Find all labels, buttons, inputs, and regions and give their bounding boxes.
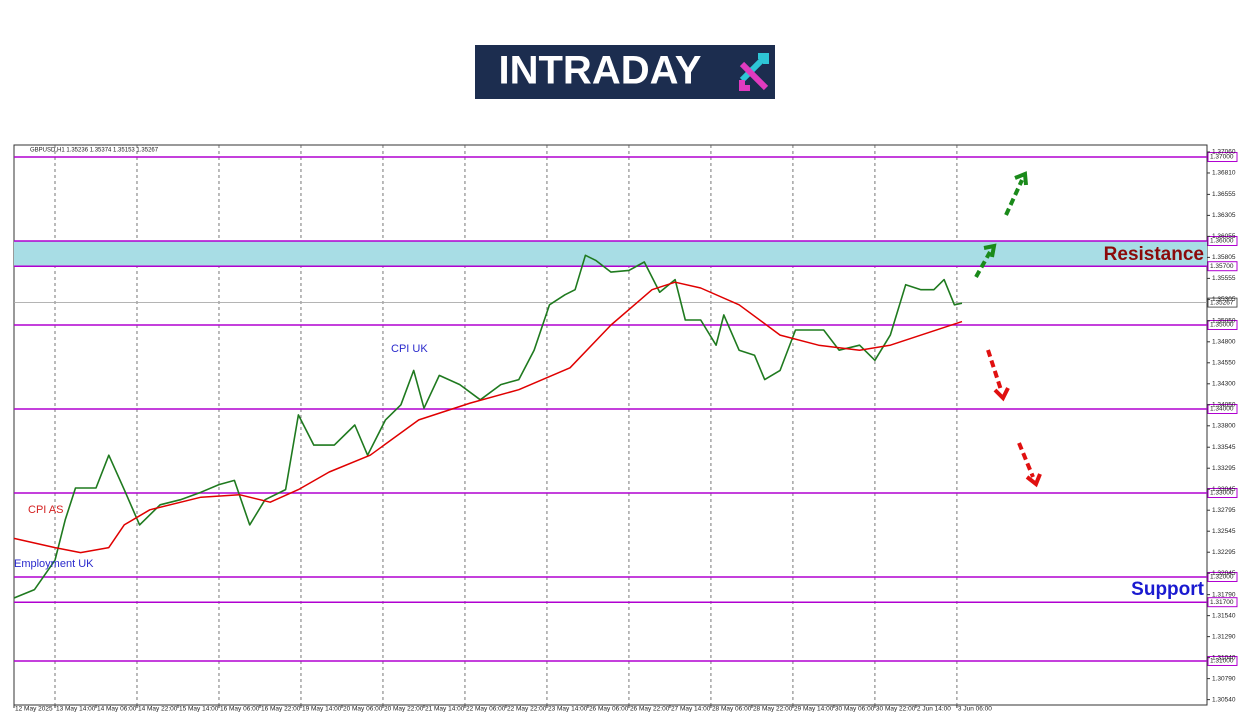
x-tick-label: 15 May 14:00 bbox=[179, 706, 219, 713]
level-tag bbox=[1207, 261, 1238, 272]
y-tick-label: 1.36555 bbox=[1212, 191, 1236, 198]
plot-frame bbox=[13, 144, 1208, 706]
x-tick-label: 27 May 14:00 bbox=[671, 706, 711, 713]
x-tick-label: 29 May 14:00 bbox=[794, 706, 834, 713]
level-label: 1.35000 bbox=[1210, 322, 1234, 329]
last-price-label: 1.35267 bbox=[1210, 299, 1234, 306]
x-tick-label: 21 May 14:00 bbox=[425, 706, 465, 713]
y-tick-label: 1.35305 bbox=[1212, 296, 1236, 303]
level-tag bbox=[1207, 487, 1238, 498]
y-tick-label: 1.36055 bbox=[1212, 233, 1236, 240]
level-tag bbox=[1207, 403, 1238, 414]
level-tag bbox=[1207, 571, 1238, 582]
y-tick-label: 1.31540 bbox=[1212, 612, 1236, 619]
y-tick-label: 1.32545 bbox=[1212, 528, 1236, 535]
x-tick-label: 14 May 06:00 bbox=[97, 706, 137, 713]
y-tick-label: 1.33545 bbox=[1212, 444, 1236, 451]
logo-box bbox=[475, 45, 775, 99]
y-tick-label: 1.37060 bbox=[1212, 149, 1236, 156]
level-label: 1.34000 bbox=[1210, 406, 1234, 413]
level-tag bbox=[1207, 320, 1238, 331]
last-price-tag bbox=[1207, 297, 1238, 308]
scenario-arrows bbox=[974, 171, 1042, 488]
y-tick-label: 1.34550 bbox=[1212, 360, 1236, 367]
x-tick-label: 22 May 06:00 bbox=[466, 706, 506, 713]
resistance-zone bbox=[14, 241, 1207, 267]
y-tick-label: 1.35050 bbox=[1212, 318, 1236, 325]
x-tick-label: 3 Jun 06:00 bbox=[958, 706, 992, 713]
annotation: CPI AS bbox=[28, 504, 63, 516]
y-tick-label: 1.33045 bbox=[1212, 486, 1236, 493]
y-tick-label: 1.35805 bbox=[1212, 254, 1236, 261]
x-tick-label: 13 May 14:00 bbox=[56, 706, 96, 713]
chart-header: GBPUSD,H1 1.35236 1.35374 1.35153 1.3526… bbox=[30, 148, 159, 154]
y-tick-label: 1.34300 bbox=[1212, 381, 1236, 388]
level-label: 1.36000 bbox=[1210, 238, 1234, 245]
x-tick-label: 2 Jun 14:00 bbox=[917, 706, 951, 713]
y-tick-label: 1.32045 bbox=[1212, 570, 1236, 577]
logo-text: INTRADAY bbox=[499, 49, 702, 93]
x-tick-label: 30 May 06:00 bbox=[835, 706, 875, 713]
y-tick-label: 1.34800 bbox=[1212, 339, 1236, 346]
x-tick-label: 30 May 22:00 bbox=[876, 706, 916, 713]
x-tick-label: 28 May 06:00 bbox=[712, 706, 752, 713]
x-tick-label: 20 May 22:00 bbox=[384, 706, 424, 713]
level-tag bbox=[1207, 152, 1238, 163]
support-label: Support bbox=[1131, 579, 1204, 600]
annotation: CPI UK bbox=[391, 343, 428, 355]
y-tick-label: 1.31790 bbox=[1212, 591, 1236, 598]
x-tick-label: 16 May 06:00 bbox=[220, 706, 260, 713]
level-tag bbox=[1207, 236, 1238, 247]
y-tick-label: 1.32795 bbox=[1212, 507, 1236, 514]
y-tick-label: 1.33800 bbox=[1212, 423, 1236, 430]
series-line bbox=[13, 281, 963, 554]
x-tick-label: 20 May 06:00 bbox=[343, 706, 383, 713]
y-tick-label: 1.31290 bbox=[1212, 633, 1236, 640]
x-tick-label: 16 May 22:00 bbox=[261, 706, 301, 713]
logo-arrow-down bbox=[739, 61, 769, 91]
y-tick-label: 1.30790 bbox=[1212, 675, 1236, 682]
y-tick-label: 1.34050 bbox=[1212, 402, 1236, 409]
level-label: 1.31700 bbox=[1210, 599, 1234, 606]
level-label: 1.32000 bbox=[1210, 574, 1234, 581]
x-tick-label: 28 May 22:00 bbox=[753, 706, 793, 713]
y-tick-label: 1.35555 bbox=[1212, 275, 1236, 282]
y-tick-label: 1.32295 bbox=[1212, 549, 1236, 556]
series-line bbox=[13, 254, 963, 599]
x-tick-label: 12 May 2025 bbox=[15, 706, 53, 713]
level-label: 1.31000 bbox=[1210, 658, 1234, 665]
level-tag bbox=[1207, 655, 1238, 666]
y-tick-label: 1.30540 bbox=[1212, 696, 1236, 703]
resistance-label: Resistance bbox=[1104, 244, 1204, 265]
y-tick-label: 1.31040 bbox=[1212, 654, 1236, 661]
x-tick-label: 22 May 22:00 bbox=[507, 706, 547, 713]
annotation: Employment UK bbox=[14, 558, 94, 570]
y-tick-label: 1.33295 bbox=[1212, 465, 1236, 472]
x-tick-label: 23 May 14:00 bbox=[548, 706, 588, 713]
x-tick-label: 19 May 14:00 bbox=[302, 706, 342, 713]
level-label: 1.33000 bbox=[1210, 490, 1234, 497]
level-label: 1.35700 bbox=[1210, 263, 1234, 270]
y-tick-label: 1.36305 bbox=[1212, 212, 1236, 219]
x-tick-label: 14 May 22:00 bbox=[138, 706, 178, 713]
level-label: 1.37000 bbox=[1210, 154, 1234, 161]
x-tick-label: 26 May 22:00 bbox=[630, 706, 670, 713]
y-tick-label: 1.36810 bbox=[1212, 170, 1236, 177]
level-tag bbox=[1207, 597, 1238, 608]
logo-arrow-up bbox=[739, 53, 769, 83]
x-tick-label: 26 May 06:00 bbox=[589, 706, 629, 713]
